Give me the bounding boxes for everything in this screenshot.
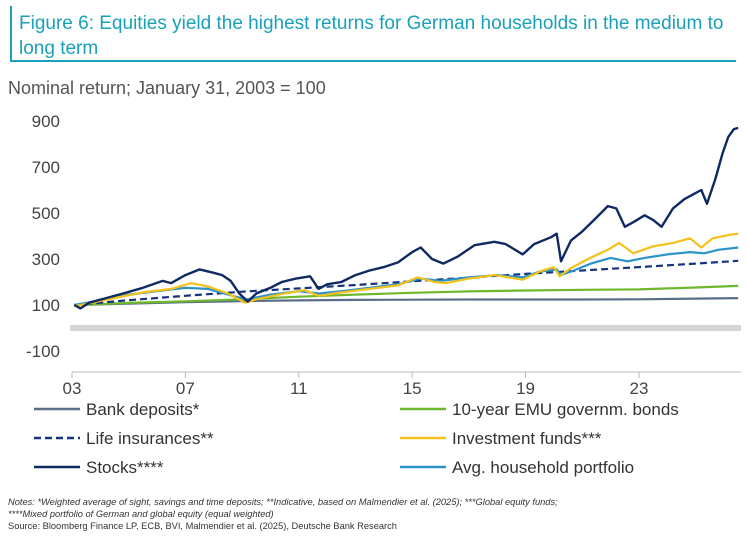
x-tick-label-4: 19 bbox=[516, 379, 535, 398]
series-line-3 bbox=[74, 232, 739, 308]
chart-title: Figure 6: Equities yield the highest ret… bbox=[19, 13, 724, 59]
y-tick-label-3: 300 bbox=[32, 250, 60, 269]
series-line-1 bbox=[74, 284, 739, 307]
x-tick-label-1: 07 bbox=[176, 379, 195, 398]
x-tick-label-3: 15 bbox=[403, 379, 422, 398]
x-tick-label-0: 03 bbox=[63, 379, 82, 398]
x-axis-ticks: 03 07 11 15 19 23 bbox=[63, 371, 741, 398]
y-tick-label-0: 900 bbox=[32, 112, 60, 131]
note-line-1: Notes: *Weighted average of sight, savin… bbox=[8, 497, 558, 507]
y-tick-label-1: 700 bbox=[32, 158, 60, 177]
plot-lines bbox=[70, 126, 741, 331]
source-line: Source: Bloomberg Finance LP, ECB, BVI, … bbox=[8, 521, 397, 531]
legend: Bank deposits* 10-year EMU governm. bonds… bbox=[34, 400, 679, 477]
legend-label-3: Investment funds*** bbox=[452, 429, 602, 448]
title-box: Figure 6: Equities yield the highest ret… bbox=[10, 6, 736, 62]
series-line-4 bbox=[73, 126, 739, 310]
legend-label-0: Bank deposits* bbox=[86, 400, 200, 419]
note-line-2: ****Mixed portfolio of German and global… bbox=[8, 509, 274, 519]
legend-label-4: Stocks**** bbox=[86, 458, 164, 477]
legend-label-2: Life insurances** bbox=[86, 429, 214, 448]
y-tick-label-4: 100 bbox=[32, 296, 60, 315]
notes-block: Notes: *Weighted average of sight, savin… bbox=[8, 496, 743, 532]
x-tick-label-2: 11 bbox=[290, 379, 308, 398]
x-tick-label-5: 23 bbox=[629, 379, 648, 398]
legend-label-1: 10-year EMU governm. bonds bbox=[452, 400, 679, 419]
legend-label-5: Avg. household portfolio bbox=[452, 458, 634, 477]
y-axis-ticks: 900 700 500 300 100 -100 bbox=[26, 112, 60, 361]
chart-subtitle: Nominal return; January 31, 2003 = 100 bbox=[8, 78, 326, 98]
series-line-5 bbox=[74, 246, 739, 307]
y-tick-label-5: -100 bbox=[26, 342, 60, 361]
series-line-2 bbox=[74, 259, 739, 307]
y-tick-label-2: 500 bbox=[32, 204, 60, 223]
line-chart: 900 700 500 300 100 -100 03 07 11 15 19 23 Bank de… bbox=[26, 112, 741, 477]
